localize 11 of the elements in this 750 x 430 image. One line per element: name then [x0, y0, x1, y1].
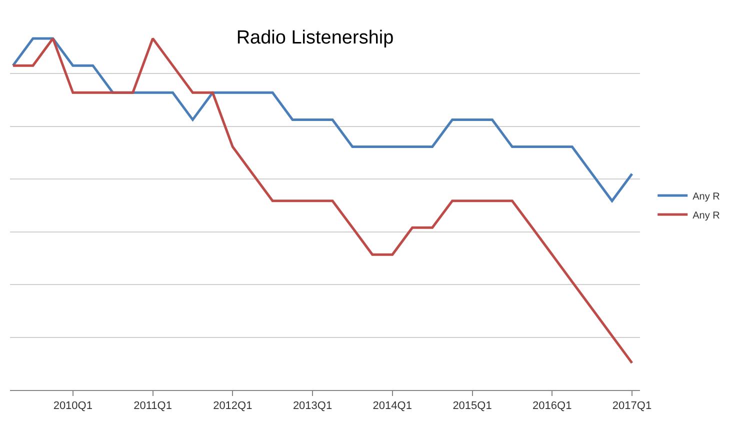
x-tick-label: 2016Q1 [532, 400, 572, 412]
x-tick-label: 2014Q1 [372, 400, 412, 412]
x-tick-label: 2017Q1 [612, 400, 652, 412]
x-tick-label: 2013Q1 [292, 400, 332, 412]
x-tick-label: 2010Q1 [53, 400, 92, 412]
x-tick-label: 2015Q1 [452, 400, 492, 412]
legend-label: Any R [692, 210, 720, 222]
chart-title: Radio Listenership [236, 27, 394, 48]
x-tick-label: 2011Q1 [134, 400, 172, 412]
x-tick-label: 2012Q1 [213, 400, 252, 412]
legend-label: Any R [692, 191, 720, 202]
